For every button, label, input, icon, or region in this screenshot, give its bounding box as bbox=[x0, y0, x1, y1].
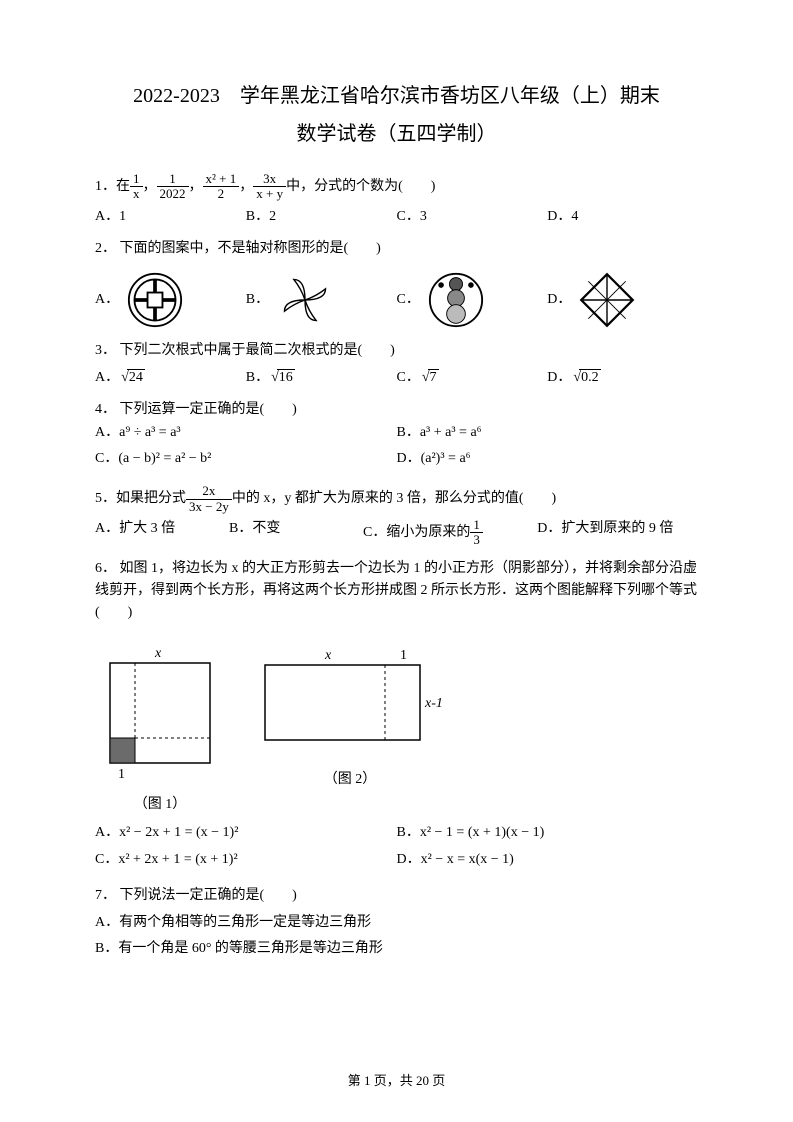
fig2-label: （图 2） bbox=[255, 769, 445, 791]
q7-optA: A．有两个角相等的三角形一定是等边三角形 bbox=[95, 912, 698, 934]
q7-text: 下列说法一定正确的是( ) bbox=[120, 888, 297, 903]
q5-frac: 2x3x − 2y bbox=[186, 484, 232, 514]
question-2: 2． 下面的图案中，不是轴对称图形的是( ) A． B． bbox=[95, 238, 698, 328]
pinwheel-icon bbox=[277, 272, 333, 328]
q2-optA: A． bbox=[95, 272, 246, 328]
coin-icon bbox=[127, 272, 183, 328]
q6-optD: D．x² − x = x(x − 1) bbox=[397, 849, 699, 871]
q3-sqrtD: 0.2 bbox=[571, 367, 600, 389]
q5-optC-frac: 13 bbox=[470, 518, 483, 548]
q5-optC-pre: C．缩小为原来的 bbox=[363, 522, 470, 544]
header-line-1: 2022-2023 学年黑龙江省哈尔滨市香坊区八年级（上）期末 bbox=[95, 80, 698, 112]
q5-optB: B．不变 bbox=[229, 518, 363, 548]
header-line-2: 数学试卷（五四学制） bbox=[95, 118, 698, 150]
question-5: 5． 如果把分式 2x3x − 2y 中的 x，y 都扩大为原来的 3 倍，那么… bbox=[95, 484, 698, 547]
q1-options: A．1 B．2 C．3 D．4 bbox=[95, 206, 698, 228]
q4-optC: C．(a − b)² = a² − b² bbox=[95, 448, 397, 470]
figure-1-svg: x 1 bbox=[95, 645, 225, 780]
q1-frac3: x² + 12 bbox=[203, 172, 240, 202]
q1-frac2: 12022 bbox=[157, 172, 189, 202]
question-1: 1． 在 1x ， 12022 ， x² + 12 ， 3xx + y 中，分式… bbox=[95, 172, 698, 228]
q6-optB: B．x² − 1 = (x + 1)(x − 1) bbox=[397, 822, 699, 844]
q3-lb: B． bbox=[246, 370, 269, 385]
q7-num: 7． bbox=[95, 888, 116, 903]
q6-fig1: x 1 （图 1） bbox=[95, 645, 225, 817]
q3-text: 下列二次根式中属于最简二次根式的是( ) bbox=[120, 343, 395, 358]
fig2-xm1-label: x-1 bbox=[424, 696, 443, 711]
q6-text: 如图 1，将边长为 x 的大正方形剪去一个边长为 1 的小正方形（阴影部分），并… bbox=[95, 561, 697, 621]
q5-optA: A．扩大 3 倍 bbox=[95, 518, 229, 548]
q6-options: A．x² − 2x + 1 = (x − 1)² B．x² − 1 = (x +… bbox=[95, 822, 698, 875]
q1-c3: ， bbox=[239, 176, 253, 198]
q3-sqrtA: 24 bbox=[119, 367, 145, 389]
q3-num: 3． bbox=[95, 343, 116, 358]
q4-num: 4． bbox=[95, 402, 116, 417]
q5-optC: C．缩小为原来的 13 bbox=[363, 518, 537, 548]
q1-c1: ， bbox=[143, 176, 157, 198]
q3-sqrtB: 16 bbox=[269, 367, 295, 389]
q5-options: A．扩大 3 倍 B．不变 C．缩小为原来的 13 D．扩大到原来的 9 倍 bbox=[95, 518, 698, 548]
q2-num: 2． bbox=[95, 241, 116, 256]
question-7: 7． 下列说法一定正确的是( ) A．有两个角相等的三角形一定是等边三角形 B．… bbox=[95, 885, 698, 960]
q3-sqrtC: 7 bbox=[420, 367, 439, 389]
q1-pre: 在 bbox=[116, 176, 130, 198]
q1-frac1: 1x bbox=[130, 172, 143, 202]
fig1-x-label: x bbox=[154, 646, 162, 661]
q7-optB: B．有一个角是 60° 的等腰三角形是等边三角形 bbox=[95, 938, 698, 960]
q2-labelB: B． bbox=[246, 289, 269, 311]
q3-la: A． bbox=[95, 370, 119, 385]
circles-icon bbox=[428, 272, 484, 328]
q6-num: 6． bbox=[95, 561, 116, 576]
question-4: 4． 下列运算一定正确的是( ) A．a⁹ ÷ a³ = a³ B．a³ + a… bbox=[95, 399, 698, 474]
q3-optC: C．7 bbox=[397, 367, 548, 389]
q3-optB: B．16 bbox=[246, 367, 397, 389]
q1-optA: A．1 bbox=[95, 206, 246, 228]
q2-optD: D． bbox=[547, 272, 698, 328]
q4-optB: B．a³ + a³ = a⁶ bbox=[397, 422, 699, 444]
question-6: 6． 如图 1，将边长为 x 的大正方形剪去一个边长为 1 的小正方形（阴影部分… bbox=[95, 558, 698, 876]
diamond-icon bbox=[579, 272, 635, 328]
q5-post: 中的 x，y 都扩大为原来的 3 倍，那么分式的值( ) bbox=[232, 488, 556, 510]
page-footer: 第 1 页，共 20 页 bbox=[0, 1071, 793, 1092]
q5-num: 5． bbox=[95, 488, 116, 510]
q2-options: A． B． C． bbox=[95, 272, 698, 328]
q1-num: 1． bbox=[95, 176, 116, 198]
question-3: 3． 下列二次根式中属于最简二次根式的是( ) A．24 B．16 C．7 D．… bbox=[95, 340, 698, 389]
q2-labelC: C． bbox=[397, 289, 420, 311]
q6-optC: C．x² + 2x + 1 = (x + 1)² bbox=[95, 849, 397, 871]
q4-text: 下列运算一定正确的是( ) bbox=[120, 402, 297, 417]
q6-optA: A．x² − 2x + 1 = (x − 1)² bbox=[95, 822, 397, 844]
q2-optB: B． bbox=[246, 272, 397, 328]
q3-optA: A．24 bbox=[95, 367, 246, 389]
q4-optA: A．a⁹ ÷ a³ = a³ bbox=[95, 422, 397, 444]
q2-labelA: A． bbox=[95, 289, 119, 311]
q3-options: A．24 B．16 C．7 D．0.2 bbox=[95, 367, 698, 389]
q1-frac4: 3xx + y bbox=[253, 172, 286, 202]
q1-optC: C．3 bbox=[397, 206, 548, 228]
q1-optB: B．2 bbox=[246, 206, 397, 228]
q6-fig2: x 1 x-1 （图 2） bbox=[255, 645, 445, 792]
fig2-x-label: x bbox=[324, 648, 332, 663]
figure-2-svg: x 1 x-1 bbox=[255, 645, 445, 755]
q3-ld: D． bbox=[547, 370, 571, 385]
header-year: 2022-2023 bbox=[133, 85, 220, 107]
q1-c2: ， bbox=[189, 176, 203, 198]
q3-optD: D．0.2 bbox=[547, 367, 698, 389]
q5-optD: D．扩大到原来的 9 倍 bbox=[537, 518, 698, 548]
fig1-1-label: 1 bbox=[118, 767, 125, 780]
fig2-1-label: 1 bbox=[400, 648, 407, 663]
header-rest: 学年黑龙江省哈尔滨市香坊区八年级（上）期末 bbox=[220, 85, 660, 107]
q6-figures: x 1 （图 1） x 1 x-1 （图 2） bbox=[95, 645, 698, 817]
q2-optC: C． bbox=[397, 272, 548, 328]
q2-labelD: D． bbox=[547, 289, 571, 311]
q2-text: 下面的图案中，不是轴对称图形的是( ) bbox=[120, 241, 381, 256]
q1-optD: D．4 bbox=[547, 206, 698, 228]
fig1-label: （图 1） bbox=[95, 794, 225, 816]
q4-optD: D．(a²)³ = a⁶ bbox=[397, 448, 699, 470]
q1-post: 中，分式的个数为( ) bbox=[286, 176, 435, 198]
q4-options: A．a⁹ ÷ a³ = a³ B．a³ + a³ = a⁶ C．(a − b)²… bbox=[95, 422, 698, 475]
q3-lc: C． bbox=[397, 370, 420, 385]
q5-pre: 如果把分式 bbox=[116, 488, 186, 510]
